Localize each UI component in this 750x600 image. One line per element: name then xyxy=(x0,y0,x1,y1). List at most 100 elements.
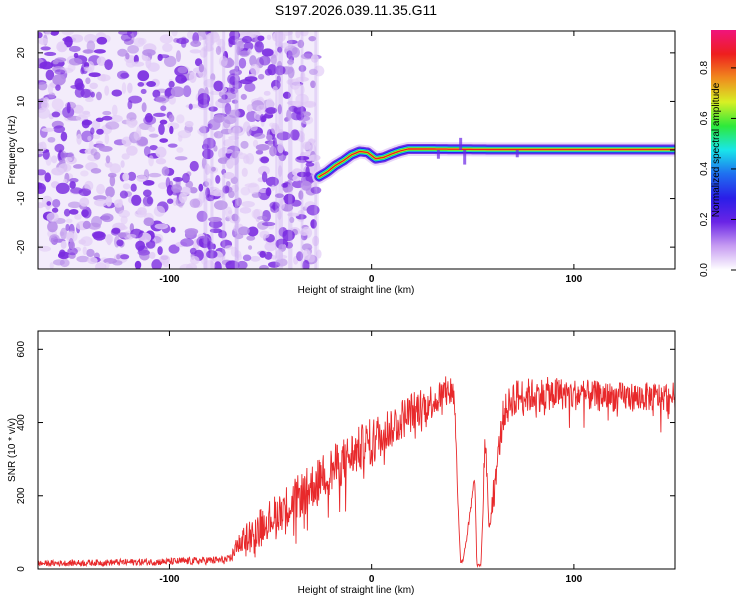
noise-blob xyxy=(38,169,47,176)
noise-blob xyxy=(250,124,258,132)
noise-blob xyxy=(143,115,157,125)
noise-blob xyxy=(88,222,101,230)
noise-blob xyxy=(47,83,54,95)
noise-blob xyxy=(121,153,130,160)
noise-blob xyxy=(145,239,156,249)
noise-blob xyxy=(57,251,70,260)
noise-blob xyxy=(171,31,178,37)
noise-blob xyxy=(275,258,288,267)
noise-blob xyxy=(155,158,167,165)
noise-blob xyxy=(118,209,131,218)
noise-blob xyxy=(51,111,61,118)
noise-blob xyxy=(290,129,300,141)
noise-blob xyxy=(110,114,123,123)
noise-blob xyxy=(229,76,237,85)
noise-blob xyxy=(316,249,322,259)
noise-blob xyxy=(168,80,175,88)
noise-blob xyxy=(280,42,292,49)
noise-blob xyxy=(285,241,293,249)
spectrogram-y-tick-label: 0 xyxy=(16,147,27,153)
noise-blob xyxy=(162,43,173,53)
noise-blob xyxy=(228,39,233,48)
noise-blob xyxy=(159,34,173,44)
noise-blob xyxy=(142,189,152,197)
noise-blob xyxy=(92,134,101,140)
noise-blob xyxy=(291,47,300,58)
noise-blob xyxy=(263,90,271,96)
spectrogram-x-label: Height of straight line (km) xyxy=(298,285,415,296)
noise-streak xyxy=(314,31,318,269)
noise-blob xyxy=(130,32,135,44)
snr-x-tick-label: 0 xyxy=(369,574,375,585)
noise-blob xyxy=(206,240,214,250)
noise-blob xyxy=(127,45,139,54)
noise-blob xyxy=(244,82,256,93)
noise-blob xyxy=(277,210,282,220)
noise-blob xyxy=(60,131,68,142)
noise-blob xyxy=(141,102,147,113)
noise-blob xyxy=(267,63,277,76)
noise-blob xyxy=(111,89,123,97)
noise-blob xyxy=(180,38,187,48)
noise-blob xyxy=(159,119,168,125)
noise-blob xyxy=(81,209,89,218)
noise-blob xyxy=(299,229,309,236)
colorbar-tick-label: 0.2 xyxy=(699,212,710,226)
noise-blob xyxy=(294,83,305,96)
noise-blob xyxy=(288,105,298,113)
noise-blob xyxy=(286,100,297,106)
noise-blob xyxy=(154,223,169,230)
noise-blob xyxy=(44,172,52,183)
noise-blob xyxy=(286,50,293,59)
noise-blob xyxy=(53,259,65,266)
snr-x-tick-label: -100 xyxy=(159,574,179,585)
noise-blob xyxy=(264,241,277,252)
noise-blob xyxy=(189,49,202,54)
noise-blob xyxy=(202,148,214,160)
noise-blob xyxy=(38,81,48,91)
noise-blob xyxy=(310,186,322,194)
noise-blob xyxy=(86,40,96,52)
noise-streak xyxy=(288,31,293,269)
snr-x-tick-label: 100 xyxy=(566,574,583,585)
noise-blob xyxy=(84,33,97,44)
noise-blob xyxy=(82,246,87,256)
noise-blob xyxy=(236,197,242,207)
noise-blob xyxy=(298,135,306,143)
noise-blob xyxy=(253,132,266,140)
spectrogram-y-tick-label: -10 xyxy=(16,191,27,206)
noise-blob xyxy=(148,133,159,138)
noise-blob xyxy=(257,73,265,80)
noise-blob xyxy=(190,40,202,47)
noise-blob xyxy=(250,63,260,76)
noise-blob xyxy=(175,50,182,63)
noise-blob xyxy=(231,213,239,222)
noise-blob xyxy=(176,114,185,124)
noise-blob xyxy=(236,253,242,261)
noise-blob xyxy=(143,217,155,227)
noise-blob xyxy=(189,247,197,255)
noise-streak xyxy=(300,31,304,269)
noise-blob xyxy=(120,215,128,225)
noise-blob xyxy=(205,32,220,43)
noise-blob xyxy=(53,125,66,133)
noise-blob xyxy=(231,184,240,193)
noise-blob xyxy=(255,149,264,155)
noise-blob xyxy=(175,74,187,84)
noise-blob xyxy=(277,104,282,115)
noise-blob xyxy=(177,66,188,74)
noise-blob xyxy=(259,251,266,258)
noise-blob xyxy=(304,100,317,108)
noise-blob xyxy=(85,77,91,85)
noise-blob xyxy=(189,160,199,172)
noise-blob xyxy=(238,57,247,69)
noise-blob xyxy=(111,227,121,234)
noise-blob xyxy=(301,243,313,252)
noise-blob xyxy=(256,215,268,221)
noise-blob xyxy=(229,68,242,76)
noise-blob xyxy=(168,244,180,254)
noise-blob xyxy=(306,204,320,216)
snr-series-line xyxy=(38,376,675,568)
noise-blob xyxy=(277,143,284,154)
noise-blob xyxy=(159,254,170,264)
